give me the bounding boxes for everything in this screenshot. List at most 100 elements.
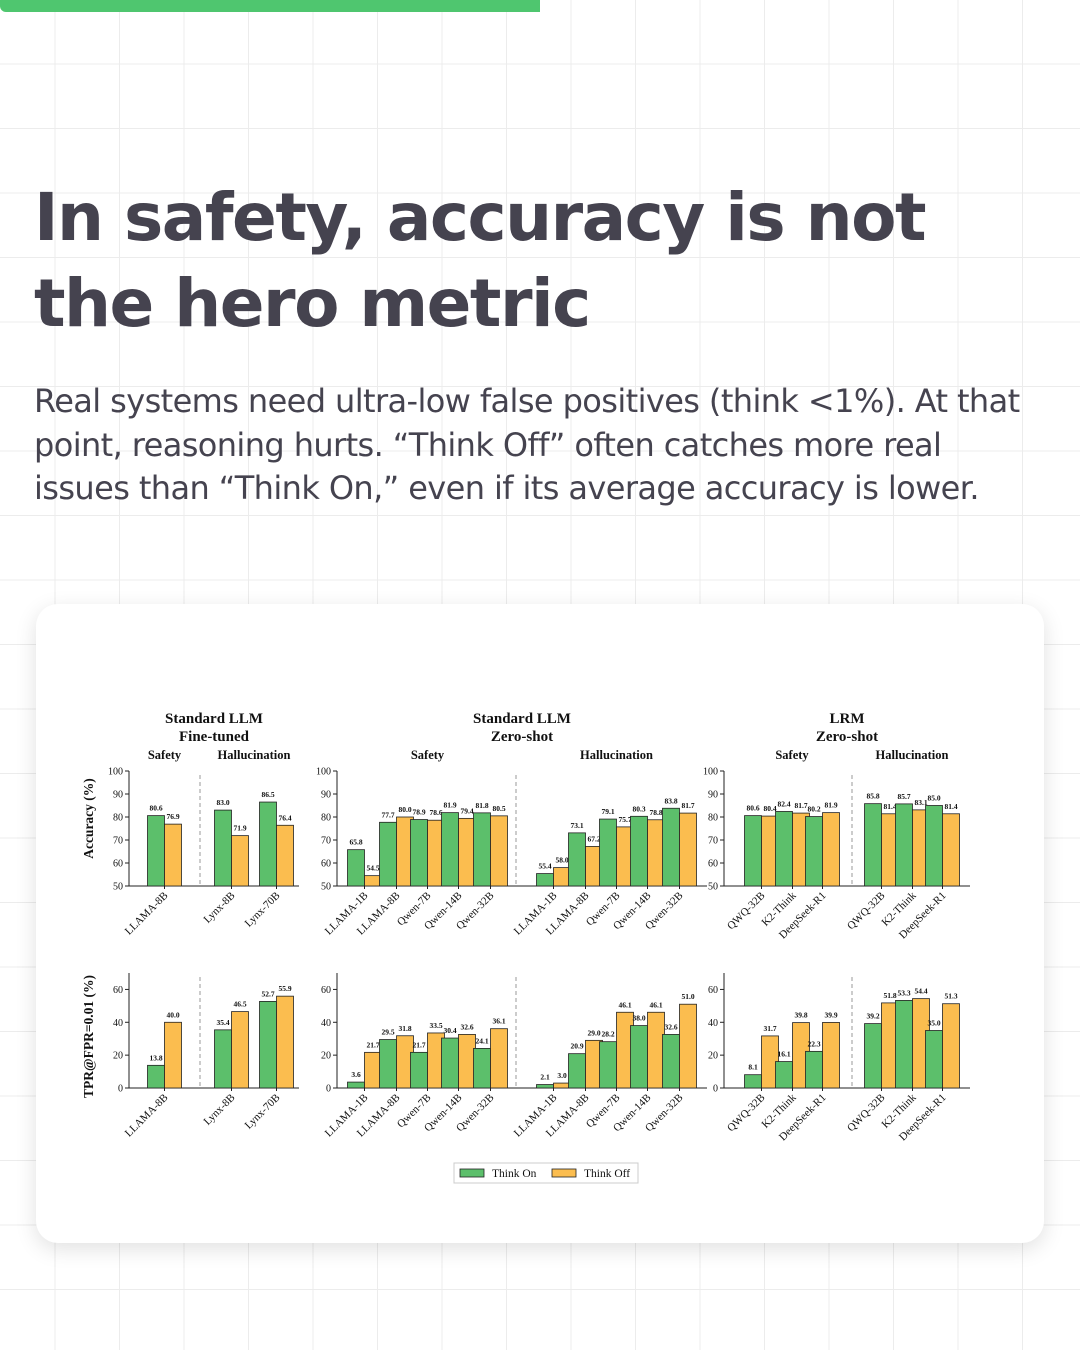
y-tick-label: 90 <box>321 790 331 801</box>
bar-think-off <box>164 823 182 887</box>
bar-value-label: 82.4 <box>777 799 790 808</box>
bar-value-label: 20.9 <box>570 1042 583 1051</box>
bar-think-on <box>214 809 232 887</box>
y-tick-label: 0 <box>713 1084 718 1095</box>
y-tick-label: 80 <box>321 813 331 824</box>
y-tick-label: 60 <box>321 985 331 996</box>
group-label: Hallucination <box>580 748 653 762</box>
bar-value-label: 85.0 <box>927 794 940 803</box>
bar-think-on <box>630 815 648 887</box>
bar-think-off <box>942 1003 960 1089</box>
y-tick-label: 50 <box>708 882 718 893</box>
bar-think-on <box>895 1000 913 1089</box>
bar-value-label: 8.1 <box>748 1063 758 1072</box>
y-tick-label: 70 <box>708 836 718 847</box>
bar-value-label: 30.4 <box>443 1026 456 1035</box>
y-tick-label: 20 <box>708 1051 718 1062</box>
bar-value-label: 81.4 <box>883 802 896 811</box>
bar-value-label: 29.0 <box>587 1028 600 1037</box>
bar-value-label: 71.9 <box>233 824 246 833</box>
bar-value-label: 67.2 <box>587 834 600 843</box>
bar-value-label: 78.8 <box>649 808 662 817</box>
bar-value-label: 39.9 <box>824 1010 837 1019</box>
bar-think-off <box>276 824 294 887</box>
bar-think-on <box>259 1001 277 1089</box>
page-title: In safety, accuracy is not the hero metr… <box>34 179 927 342</box>
x-tick-label: LLAMA-8B <box>123 890 171 938</box>
bar-value-label: 28.2 <box>601 1030 614 1039</box>
bar-think-on <box>744 1074 762 1089</box>
bar-think-off <box>942 813 960 887</box>
bar-think-off <box>364 1051 382 1089</box>
bar-think-on <box>662 1034 680 1089</box>
bar-think-off <box>679 812 697 887</box>
bar-think-on <box>805 816 823 887</box>
bar-value-label: 83.0 <box>216 798 229 807</box>
bar-value-label: 83.8 <box>664 796 677 805</box>
bar-think-on <box>473 1048 491 1089</box>
bar-value-label: 2.1 <box>540 1073 550 1082</box>
bar-think-on <box>599 1041 617 1089</box>
bar-value-label: 80.0 <box>398 805 411 814</box>
legend-swatch-think-off <box>551 1168 577 1178</box>
bar-value-label: 80.6 <box>149 804 162 813</box>
bar-think-off <box>822 1022 840 1089</box>
bar-value-label: 80.6 <box>746 804 759 813</box>
bar-value-label: 40.0 <box>166 1010 179 1019</box>
y-tick-label: 0 <box>118 1084 123 1095</box>
x-tick-label: Lynx-70B <box>243 1092 283 1132</box>
bar-think-on <box>379 1039 397 1089</box>
bar-value-label: 73.1 <box>570 821 583 830</box>
bar-think-on <box>864 803 882 887</box>
bar-value-label: 32.6 <box>460 1022 473 1031</box>
bar-value-label: 81.9 <box>824 801 837 810</box>
bar-value-label: 39.2 <box>866 1012 879 1021</box>
bar-think-off <box>231 835 249 887</box>
bar-think-on <box>536 873 554 887</box>
y-tick-label: 50 <box>321 882 331 893</box>
bar-value-label: 51.8 <box>883 991 896 1000</box>
bar-value-label: 54.4 <box>914 987 927 996</box>
bar-think-on <box>925 805 943 887</box>
bar-value-label: 22.3 <box>807 1039 820 1048</box>
y-tick-label: 70 <box>321 836 331 847</box>
bar-value-label: 85.8 <box>866 792 879 801</box>
group-label: Hallucination <box>218 748 291 762</box>
bar-value-label: 21.7 <box>412 1040 425 1049</box>
y-tick-label: 80 <box>113 813 123 824</box>
bar-value-label: 75.7 <box>618 815 631 824</box>
bar-value-label: 85.7 <box>897 792 910 801</box>
y-tick-label: 40 <box>113 1018 123 1029</box>
bar-value-label: 51.3 <box>944 992 957 1001</box>
y-tick-label: 40 <box>708 1018 718 1029</box>
bar-value-label: 39.8 <box>794 1011 807 1020</box>
page-subtitle: Real systems need ultra-low false positi… <box>34 382 1020 507</box>
y-tick-label: 100 <box>108 767 123 778</box>
y-tick-label: 60 <box>113 985 123 996</box>
bar-think-off <box>490 1028 508 1089</box>
bar-value-label: 81.4 <box>944 802 957 811</box>
bar-chart-figure: Standard LLM Fine-tuned Safety Hallucinatio… <box>81 711 970 1184</box>
bar-value-label: 80.3 <box>632 804 645 813</box>
y-tick-label: 70 <box>113 836 123 847</box>
bar-think-off <box>553 867 571 887</box>
bar-think-on <box>147 1064 165 1089</box>
bar-think-on <box>744 815 762 887</box>
y-tick-label: 60 <box>113 859 123 870</box>
figure-card: Standard LLM Fine-tuned Safety Hallucinatio… <box>36 604 1044 1243</box>
bar-value-label: 80.5 <box>492 804 505 813</box>
panel-title: LRM <box>830 711 865 727</box>
bar-value-label: 83.1 <box>914 798 927 807</box>
legend-box <box>453 1162 639 1184</box>
y-tick-label: 100 <box>316 767 331 778</box>
x-tick-label: QWQ-32B <box>845 1092 888 1135</box>
y-tick-label: 60 <box>708 985 718 996</box>
bar-value-label: 79.4 <box>460 806 473 815</box>
bar-value-label: 81.8 <box>475 801 488 810</box>
panel-subtitle: Fine-tuned <box>179 729 250 745</box>
y-axis-label: Accuracy (%) <box>81 778 96 859</box>
bar-think-on <box>441 812 459 887</box>
group-label: Hallucination <box>876 748 949 762</box>
bar-think-on <box>568 832 586 887</box>
group-label: Safety <box>775 748 809 762</box>
